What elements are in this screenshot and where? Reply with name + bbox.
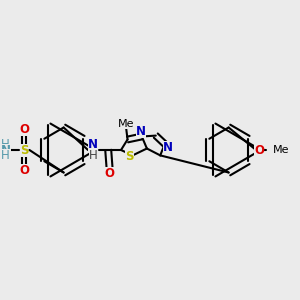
Text: H: H <box>1 138 10 152</box>
Text: O: O <box>105 167 115 180</box>
Text: N: N <box>163 141 173 154</box>
Text: Me: Me <box>118 119 134 129</box>
Text: S: S <box>20 143 28 157</box>
Text: O: O <box>19 123 29 136</box>
Text: O: O <box>19 164 29 177</box>
Text: S: S <box>125 149 134 163</box>
Text: H: H <box>89 149 98 162</box>
Text: Me: Me <box>273 145 290 155</box>
Text: N: N <box>1 143 10 157</box>
Text: N: N <box>136 124 146 138</box>
Text: O: O <box>254 143 264 157</box>
Text: H: H <box>1 148 10 162</box>
Text: N: N <box>88 137 98 151</box>
